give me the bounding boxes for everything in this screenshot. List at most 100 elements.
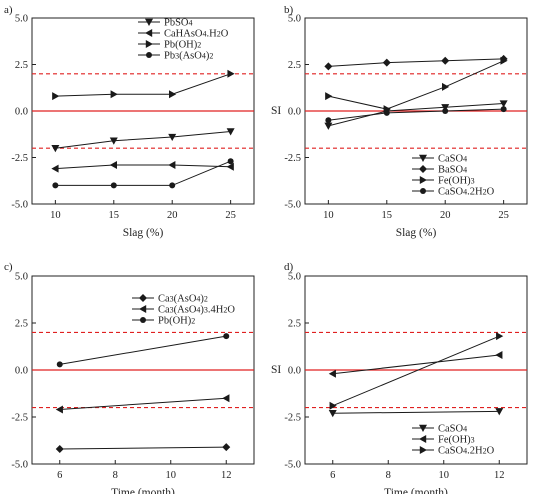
legend-marker [140,317,146,323]
data-point [226,162,234,171]
legend-marker [139,294,147,302]
panel-label: b) [284,4,294,16]
data-point [324,122,333,130]
data-point [329,401,337,410]
series-line [328,103,504,127]
series-1 [328,350,503,378]
x-tick-label: 25 [225,210,236,221]
y-tick-label: 0.0 [15,366,28,377]
y-tick-label: -2.5 [284,153,301,164]
legend-entry: Pb(OH)2 [164,40,201,51]
panel-d: d)5.0 2.5 0.0 -2.5 -5.0 6 8 10 12 Time (month) SI C… [271,261,528,494]
data-point [441,104,450,112]
series-line [55,160,231,186]
data-point [227,69,235,78]
x-tick-label: 12 [221,470,232,481]
series-line [332,410,500,414]
series-line [59,397,227,410]
y-tick-label: -5.0 [284,200,301,211]
data-point [110,90,118,99]
y-tick-label: 5.0 [288,14,301,25]
x-axis-label: Time (month) [384,487,448,494]
y-tick-label: 0.0 [15,107,28,118]
y-axis-label: SI [271,364,281,376]
data-point [442,82,450,91]
y-axis-label: SI [271,105,281,117]
panel-label: a) [4,4,13,16]
series-line [328,58,504,67]
data-point [55,444,64,453]
legend-entry: CaSO4.2H2O [438,446,495,457]
data-point [226,128,235,136]
series-line [59,446,227,450]
series-0 [324,100,508,130]
x-axis-label: Slag (%) [396,227,437,239]
legend-entry: BaSO4 [438,165,467,176]
panel-label: d) [284,261,294,273]
legend-entry: Ca3(AsO4)2 [158,294,208,305]
legend-marker [145,29,153,37]
series-line [332,354,500,375]
series-line [55,164,231,170]
data-point [52,182,59,189]
series-3 [325,106,507,124]
data-point [109,160,117,169]
x-tick-label: 8 [113,470,118,481]
data-point [222,394,230,403]
x-tick-label: 6 [57,470,62,481]
y-tick-label: -5.0 [284,460,301,471]
series-0 [51,128,235,153]
x-tick-label: 15 [109,210,120,221]
legend-marker [419,446,427,454]
x-tick-label: 15 [382,210,393,221]
data-point [325,92,333,101]
legend-entry: CaSO4 [438,154,467,165]
legend-marker [420,188,426,194]
y-tick-label: 2.5 [288,60,301,71]
data-point [55,405,63,414]
y-tick-label: 5.0 [15,272,28,283]
data-point [222,443,231,452]
y-tick-label: -5.0 [11,460,28,471]
data-point [168,160,176,169]
y-tick-label: 2.5 [15,60,28,71]
x-tick-label: 10 [323,210,334,221]
legend-marker [419,165,427,173]
series-line [59,335,227,365]
series-line [55,73,231,97]
series-1 [324,54,508,71]
data-point [51,145,60,153]
x-tick-label: 20 [167,210,178,221]
data-point [169,90,177,99]
y-tick-label: 5.0 [15,14,28,25]
legend-marker [145,18,153,26]
legend-entry: CaHAsO4.H2O [164,29,229,40]
series-1 [55,394,230,414]
data-point [382,58,391,67]
data-point [168,133,177,142]
series-2 [329,332,504,410]
legend-entry: Pb3(AsO4)2 [164,51,213,62]
series-1 [51,160,234,173]
legend-entry: Ca3(AsO4)3.4H2O [158,305,235,316]
x-axis-label: Slag (%) [123,227,164,239]
legend-marker [419,435,427,443]
series-0 [55,443,231,453]
y-tick-label: -2.5 [11,153,28,164]
legend-entry: CaSO4.2H2O [438,187,495,198]
data-point [52,92,60,101]
data-point [495,408,504,416]
data-point [223,333,230,340]
legend-marker [419,176,427,184]
legend-marker [145,40,153,48]
data-point [500,106,507,113]
legend-entry: Pb(OH)2 [158,316,195,327]
x-tick-label: 8 [386,470,391,481]
data-point [500,56,508,65]
series-line [328,108,504,121]
legend-entry: PbSO4 [164,18,193,29]
